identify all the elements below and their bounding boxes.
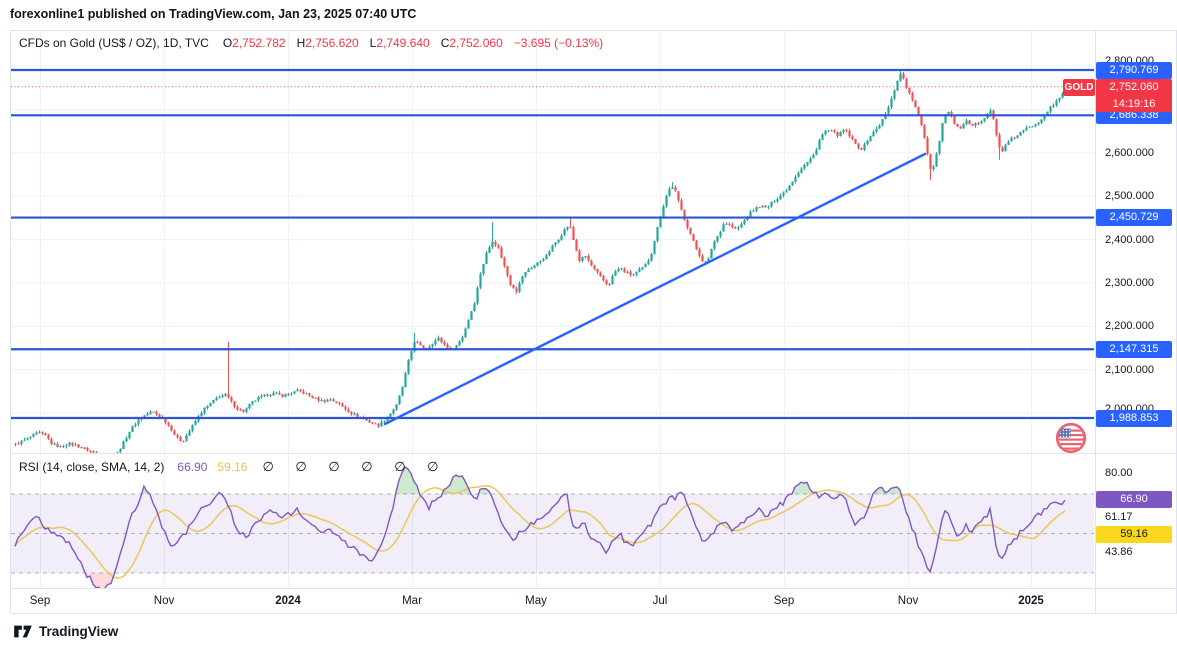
countdown-timer: 14:19:16 (1112, 97, 1156, 110)
tradingview-logo-link[interactable]: TradingView (13, 623, 118, 640)
last-price-badge: 2,752.060 14:19:16 (1096, 79, 1172, 112)
ohlc-item: L2,749.640 (369, 36, 430, 50)
time-axis-tick: Jul (652, 595, 668, 607)
ohlc-item: O2,752.782 (222, 36, 286, 50)
price-level-badge: 2,450.729 (1096, 209, 1172, 227)
ohlc-values: O2,752.782 H2,756.620 L2,749.640 C2,752.060 (223, 36, 514, 50)
rsi-axis-label: 80.00 (1105, 467, 1133, 479)
time-axis-tick: Sep (773, 595, 795, 607)
rsi-current-value: 66.90 (177, 460, 208, 474)
rsi-axis-label: 43.86 (1105, 546, 1133, 558)
price-pane (11, 68, 1094, 453)
rsi-sma-current-value: 59.16 (217, 460, 248, 474)
rsi-line (14, 465, 1066, 588)
symbol-price-label-badge: GOLD (1063, 79, 1095, 96)
time-axis-tick: 2024 (275, 595, 301, 607)
rsi-value-badge: 59.16 (1096, 525, 1172, 543)
price-axis-label: 2,400.000 (1105, 233, 1154, 246)
price-axis-label: 2,500.000 (1105, 190, 1154, 203)
price-change: −3.695 (−0.13%) (513, 36, 604, 50)
rsi-legend: RSI (14, close, SMA, 14, 2) 66.90 59.16 … (19, 459, 447, 475)
tradingview-logo-text: TradingView (39, 624, 119, 639)
time-axis-tick: 2025 (1018, 595, 1044, 607)
price-level-badge: 2,790.769 (1096, 61, 1172, 79)
gridlines (11, 30, 1094, 588)
rsi-value-badge: 66.90 (1096, 490, 1172, 508)
us-flag-watermark (1055, 422, 1087, 454)
price-axis-label: 2,300.000 (1105, 276, 1154, 289)
tradingview-logo-icon (14, 625, 32, 638)
rsi-axis-label: 61.17 (1105, 511, 1133, 523)
candlestick-series (14, 69, 1067, 453)
time-axis-tick: May (525, 595, 547, 607)
rsi-hidden-plot-icons[interactable]: ∅ ∅ ∅ ∅ ∅ ∅ (262, 459, 448, 474)
ohlc-item: C2,752.060 (440, 36, 503, 50)
last-price-value: 2,752.060 (1109, 81, 1159, 93)
rsi-overbought-fill (872, 486, 902, 494)
price-axis-label: 2,200.000 (1105, 320, 1154, 333)
symbol-title[interactable]: CFDs on Gold (US$ / OZ), 1D, TVC (19, 36, 209, 50)
time-axis-tick: Nov (153, 595, 175, 607)
price-axis-label: 2,600.000 (1105, 146, 1154, 159)
rsi-sma-line (14, 485, 1066, 579)
ohlc-item: H2,756.620 (296, 36, 359, 50)
trendline (383, 152, 927, 426)
symbol-legend: CFDs on Gold (US$ / OZ), 1D, TVC O2,752.… (19, 36, 603, 50)
rsi-indicator-title[interactable]: RSI (14, close, SMA, 14, 2) (19, 460, 165, 474)
publish-attribution: forexonline1 published on TradingView.co… (10, 7, 417, 21)
rsi-pane (11, 465, 1094, 588)
price-axis-label: 2,100.000 (1105, 363, 1154, 376)
time-axis-tick: Nov (897, 595, 919, 607)
time-axis-tick: Sep (29, 595, 51, 607)
time-axis-tick: Mar (402, 595, 422, 607)
price-level-badge: 1,988.853 (1096, 409, 1172, 427)
price-level-badge: 2,147.315 (1096, 340, 1172, 358)
